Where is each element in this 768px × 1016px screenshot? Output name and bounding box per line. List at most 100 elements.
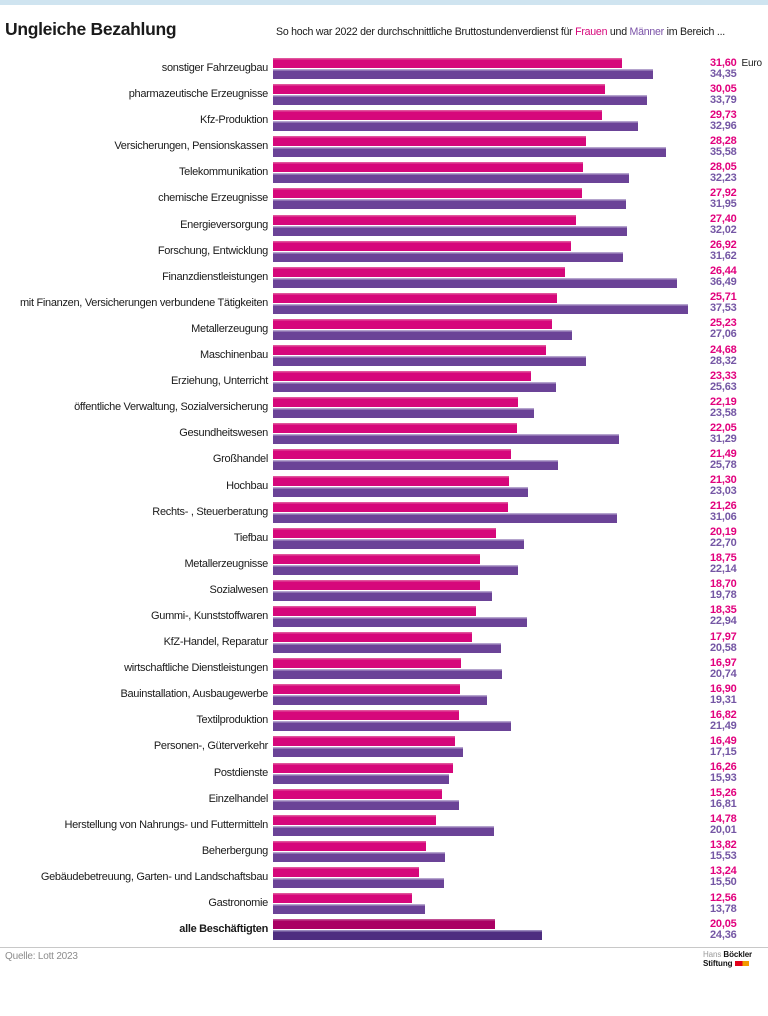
maenner-value: 32,23 — [710, 171, 737, 184]
frauen-value: 27,92 — [710, 186, 737, 199]
maenner-value: 31,06 — [710, 511, 737, 524]
frauen-value: 28,05 — [710, 160, 737, 173]
chart-row: chemische Erzeugnisse 27,92 31,95 — [0, 186, 768, 214]
frauen-value: 20,05 — [710, 917, 737, 930]
category-label: Postdienste — [213, 766, 268, 779]
value-labels: 24,68 28,32 — [710, 344, 737, 367]
bar-pair — [273, 292, 688, 314]
chart-row: alle Beschäftigten 20,05 24,36 — [0, 917, 768, 945]
value-labels: 15,26 16,81 — [710, 788, 737, 810]
legend-frauen-label: Frauen — [575, 26, 608, 38]
unit-label: Euro — [741, 57, 763, 69]
maenner-value: 20,58 — [710, 641, 737, 654]
category-label: pharmazeutische Erzeugnisse — [128, 88, 269, 101]
chart-row: pharmazeutische Erzeugnisse 30,05 33,79 — [0, 83, 768, 110]
maenner-value: 22,94 — [710, 615, 737, 628]
value-labels: 16,49 17,15 — [710, 735, 737, 758]
bar-pair — [273, 449, 559, 471]
bar-pair — [273, 919, 543, 941]
frauen-bar — [273, 893, 412, 903]
value-labels: 20,05 24,36 — [710, 917, 737, 941]
category-label: sonstiger Fahrzeugbau — [161, 62, 269, 74]
frauen-value: 13,82 — [710, 839, 737, 852]
frauen-value: 26,44 — [710, 265, 737, 278]
chart-row: Herstellung von Nahrungs- und Futtermitt… — [0, 814, 768, 841]
category-label: Metallerzeugung — [191, 322, 268, 335]
value-labels: 16,90 19,31 — [710, 683, 737, 706]
value-labels: 17,97 20,58 — [710, 631, 737, 654]
maenner-value: 23,03 — [710, 485, 737, 497]
value-labels: 28,05 32,23 — [710, 160, 737, 184]
bar-pair — [273, 605, 527, 627]
chart-row: Kfz-Produktion 29,73 32,96 — [0, 108, 768, 136]
chart-row: Postdienste 16,26 15,93 — [0, 761, 768, 789]
frauen-value: 16,82 — [710, 708, 737, 721]
frauen-bar — [273, 240, 571, 251]
chart-row: Gastronomie 12,56 13,78 — [0, 892, 768, 919]
frauen-bar — [273, 214, 576, 225]
chart-row: Tiefbau 20,19 22,70 — [0, 527, 768, 554]
category-label: Versicherungen, Pensionskassen — [114, 140, 268, 153]
maenner-value: 20,74 — [710, 667, 737, 680]
chart-row: Beherbergung 13,82 15,53 — [0, 839, 768, 867]
bar-pair — [273, 58, 653, 79]
category-label: Maschinenbau — [200, 349, 268, 362]
value-labels: 26,44 36,49 — [710, 266, 737, 288]
category-label: Hochbau — [226, 479, 268, 492]
frauen-bar — [273, 553, 481, 564]
value-labels: 26,92 31,62 — [710, 240, 737, 262]
value-labels: 23,33 25,63 — [710, 370, 737, 393]
maenner-bar — [273, 121, 638, 132]
value-labels: 21,49 25,78 — [710, 448, 737, 471]
bar-pair — [273, 345, 587, 367]
chart-row: Gebäudebetreuung, Garten- und Landschaft… — [0, 865, 768, 893]
chart-row: Sozialwesen 18,70 19,78 — [0, 579, 768, 606]
maenner-value: 15,93 — [710, 772, 737, 785]
chart-row: mit Finanzen, Versicherungen verbundene … — [0, 292, 768, 319]
bar-pair — [273, 136, 667, 158]
category-label: Metallerzeugnisse — [184, 557, 268, 570]
bar-pair — [273, 84, 647, 106]
chart-row: sonstiger Fahrzeugbau 31,60 Euro 34,35 — [0, 57, 768, 84]
category-label: Rechts- , Steuerberatung — [152, 505, 268, 518]
frauen-value: 16,26 — [710, 761, 737, 774]
category-label: Telekommunikation — [178, 166, 268, 179]
maenner-value: 33,79 — [710, 93, 737, 106]
frauen-bar — [273, 501, 509, 512]
maenner-value: 32,96 — [710, 119, 737, 132]
maenner-value: 21,49 — [710, 719, 737, 732]
value-labels: 16,97 20,74 — [710, 657, 737, 680]
bar-pair — [273, 658, 503, 680]
maenner-bar — [273, 486, 528, 497]
subtitle-prefix: So hoch war 2022 der durchschnittliche B… — [276, 26, 576, 38]
bar-pair — [273, 501, 617, 523]
frauen-bar — [273, 318, 552, 329]
value-labels: 30,05 33,79 — [710, 83, 737, 106]
category-label: Großhandel — [212, 453, 268, 466]
frauen-bar — [273, 58, 623, 68]
maenner-value: 23,58 — [710, 406, 737, 419]
chart-subtitle: So hoch war 2022 der durchschnittliche B… — [276, 26, 725, 38]
maenner-bar — [273, 721, 511, 732]
frauen-value: 27,40 — [710, 213, 737, 226]
bar-pair — [273, 475, 528, 497]
bar-pair — [273, 188, 627, 210]
maenner-value: 25,78 — [710, 458, 737, 471]
frauen-bar — [273, 527, 497, 538]
value-labels: 22,19 23,58 — [710, 396, 737, 419]
category-label: Gebäudebetreuung, Garten- und Landschaft… — [40, 870, 268, 883]
maenner-bar — [273, 147, 667, 158]
frauen-value: 18,75 — [710, 552, 737, 565]
bar-pair — [273, 840, 445, 862]
chart-row: KfZ-Handel, Reparatur 17,97 20,58 — [0, 631, 768, 658]
chart-row: Energieversorgung 27,40 32,02 — [0, 213, 768, 241]
category-label: alle Beschäftigten — [179, 923, 268, 936]
frauen-bar — [273, 579, 480, 590]
frauen-value: 13,24 — [710, 865, 737, 878]
value-labels: 25,71 37,53 — [710, 292, 737, 314]
frauen-value: 29,73 — [710, 108, 737, 121]
frauen-bar — [273, 710, 459, 721]
maenner-value: 24,36 — [710, 928, 737, 941]
frauen-value: 21,26 — [710, 500, 737, 513]
maenner-bar — [273, 825, 495, 836]
